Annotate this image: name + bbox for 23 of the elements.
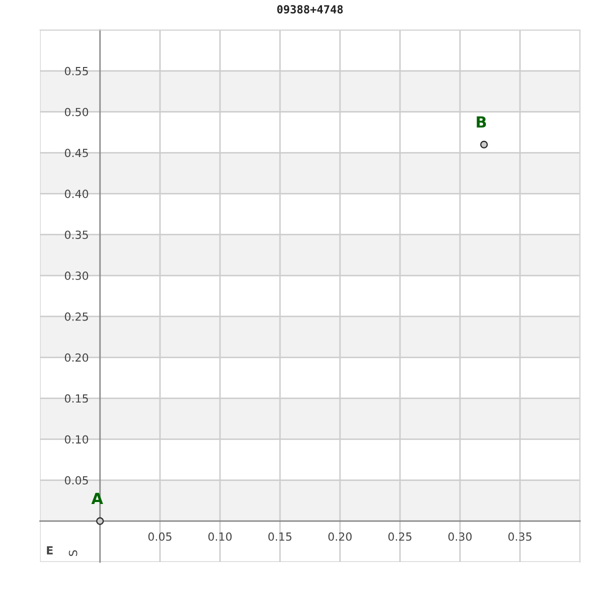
annotation: S (68, 550, 78, 556)
y-tick-label: 0.35 (64, 230, 88, 239)
y-tick-label: 0.55 (64, 66, 88, 76)
x-tick-label: 0.35 (508, 532, 532, 541)
x-tick-label: 0.30 (448, 532, 472, 541)
x-tick-label: 0.15 (268, 532, 292, 541)
y-tick-label: 0.15 (64, 394, 88, 403)
y-tick-label: 0.10 (64, 435, 88, 444)
x-tick-label: 0.05 (148, 532, 172, 541)
x-tick-label: 0.20 (328, 532, 352, 541)
chart-title: 09388+4748 (277, 5, 343, 14)
y-tick-label: 0.05 (64, 476, 88, 485)
annotation: B (476, 116, 486, 128)
y-tick-label: 0.50 (64, 108, 88, 116)
annotation: E (46, 546, 53, 554)
x-tick-label: 0.10 (208, 532, 232, 541)
y-tick-label: 0.20 (64, 353, 88, 362)
y-tick-label: 0.25 (64, 312, 88, 321)
y-tick-label: 0.30 (64, 272, 88, 280)
x-tick-label: 0.25 (388, 532, 412, 541)
annotation: A (91, 492, 104, 504)
y-tick-label: 0.45 (64, 148, 88, 158)
y-tick-label: 0.40 (64, 190, 88, 198)
